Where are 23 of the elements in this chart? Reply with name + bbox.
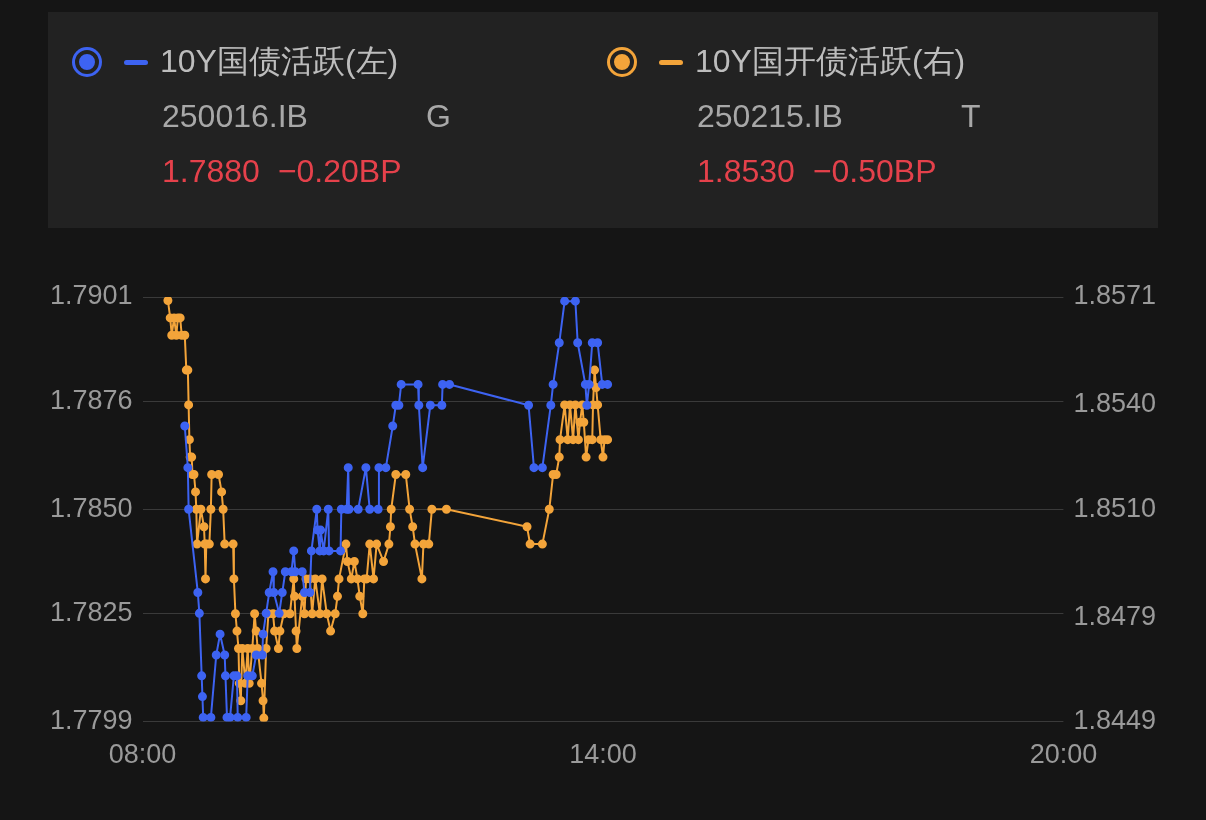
x-tick-label: 20:00	[1029, 739, 1098, 770]
y-tick-label: 1.7825	[49, 596, 133, 627]
text: −0.20BP	[277, 153, 402, 190]
y-tick-label: 1.7850	[49, 492, 133, 523]
y-tick-label: 1.7799	[49, 705, 133, 736]
x-tick-label: 14:00	[569, 739, 637, 770]
text: G	[426, 98, 451, 135]
x-tick-label: 08:00	[108, 739, 177, 770]
y2-tick-label: 1.8540	[1073, 388, 1157, 419]
text: 250215.IB	[697, 98, 844, 135]
y2-tick-label: 1.8571	[1073, 280, 1157, 311]
text: −0.50BP	[812, 153, 937, 190]
y-tick-label: 1.7876	[49, 384, 133, 415]
text: T	[961, 98, 981, 135]
y2-tick-label: 1.8479	[1073, 600, 1157, 631]
y2-tick-label: 1.8449	[1073, 705, 1157, 736]
y-tick-label: 1.7901	[49, 280, 133, 311]
legend-label: 10Y国开债活跃(右)	[695, 42, 966, 81]
text: 250016.IB	[162, 98, 309, 135]
text: 1.7880	[162, 153, 260, 190]
y2-tick-label: 1.8510	[1073, 492, 1157, 523]
legend-label: 10Y国债活跃(左)	[160, 42, 399, 81]
text: 1.8530	[697, 153, 795, 190]
